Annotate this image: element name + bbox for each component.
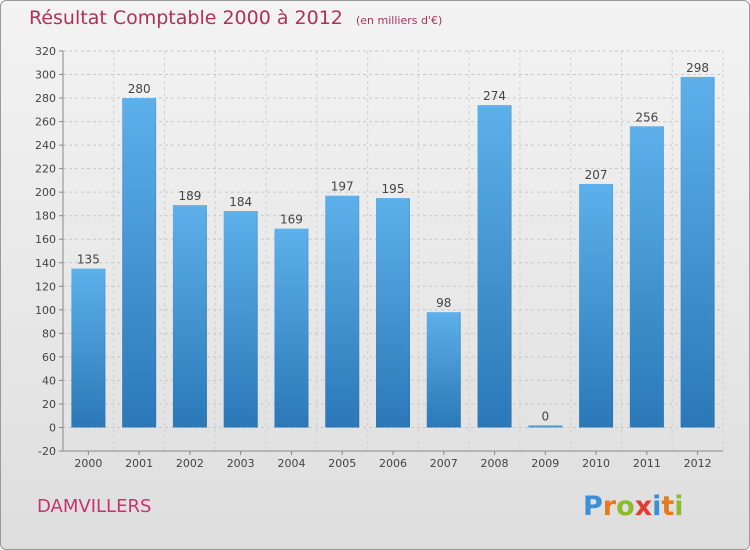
bar-shade — [609, 183, 614, 428]
chart-subtitle: (en milliers d'€) — [355, 14, 443, 27]
proxiti-logo: Proxiti — [583, 491, 684, 522]
bar-shade — [101, 268, 106, 428]
y-tick-label: 240 — [35, 139, 56, 152]
x-tick-label: 2004 — [277, 457, 305, 470]
y-tick-label: 260 — [35, 116, 56, 129]
bar — [223, 211, 258, 428]
x-tick-label: 2005 — [328, 457, 356, 470]
bar — [172, 205, 207, 428]
chart-title: Résultat Comptable 2000 à 2012 — [29, 7, 343, 29]
logo-letter: o — [616, 491, 635, 522]
bar-shade — [710, 76, 715, 428]
y-tick-label: 100 — [35, 304, 56, 317]
data-label: 207 — [585, 168, 608, 182]
y-tick-label: 320 — [35, 45, 56, 58]
bar-shade — [659, 126, 664, 428]
y-tick-label: 60 — [42, 351, 56, 364]
y-tick-label: -20 — [38, 445, 56, 458]
data-label: 189 — [178, 189, 201, 203]
y-tick-label: 220 — [35, 163, 56, 176]
data-label: 256 — [635, 110, 658, 124]
data-label: 298 — [686, 61, 709, 75]
y-tick-label: 120 — [35, 280, 56, 293]
bar — [629, 126, 664, 428]
data-label: 197 — [331, 180, 354, 194]
bar-shade — [456, 312, 461, 428]
data-label: 0 — [541, 409, 549, 423]
x-tick-label: 2011 — [633, 457, 661, 470]
y-tick-label: 300 — [35, 69, 56, 82]
data-label: 169 — [280, 213, 303, 227]
y-tick-label: 160 — [35, 233, 56, 246]
chart-title-row: Résultat Comptable 2000 à 2012 (en milli… — [29, 7, 442, 29]
bar — [477, 105, 512, 428]
x-tick-label: 2001 — [125, 457, 153, 470]
data-label: 98 — [436, 296, 451, 310]
bar-shade — [558, 425, 563, 428]
x-tick-label: 2006 — [379, 457, 407, 470]
y-tick-label: 180 — [35, 210, 56, 223]
x-tick-label: 2009 — [531, 457, 559, 470]
y-tick-label: 200 — [35, 186, 56, 199]
x-tick-label: 2002 — [176, 457, 204, 470]
logo-letter: P — [583, 491, 603, 522]
y-tick-label: 0 — [49, 421, 56, 434]
y-tick-label: 40 — [42, 374, 56, 387]
bar — [274, 228, 309, 428]
x-tick-label: 2003 — [227, 457, 255, 470]
bar — [325, 195, 360, 428]
data-label: 195 — [382, 182, 405, 196]
x-tick-label: 2012 — [684, 457, 712, 470]
x-tick-label: 2000 — [74, 457, 102, 470]
data-label: 184 — [229, 195, 252, 209]
bar — [376, 198, 410, 428]
logo-letter: t — [661, 491, 675, 522]
bar — [122, 98, 157, 428]
bar-shade — [253, 211, 258, 428]
x-tick-label: 2008 — [481, 457, 509, 470]
y-tick-label: 80 — [42, 327, 56, 340]
logo-letter: i — [652, 491, 662, 522]
data-label: 274 — [483, 89, 506, 103]
bar-shade — [355, 195, 360, 428]
logo-letter: x — [634, 491, 653, 522]
bar-shade — [507, 105, 512, 428]
bar-shade — [304, 228, 309, 428]
y-tick-label: 280 — [35, 92, 56, 105]
y-tick-label: 20 — [42, 398, 56, 411]
bar — [680, 76, 715, 428]
bar-shade — [406, 198, 410, 428]
bar-shade — [152, 98, 157, 428]
bar — [71, 268, 106, 428]
x-tick-label: 2007 — [430, 457, 458, 470]
bar — [528, 425, 563, 428]
bar-shade — [202, 205, 207, 428]
x-tick-label: 2010 — [582, 457, 610, 470]
logo-letter: i — [674, 491, 684, 522]
data-label: 135 — [77, 253, 100, 267]
data-label: 280 — [128, 82, 151, 96]
place-name: DAMVILLERS — [37, 496, 152, 517]
y-tick-label: 140 — [35, 257, 56, 270]
bar — [426, 312, 461, 428]
logo-letter: r — [602, 491, 617, 522]
bar — [579, 183, 614, 428]
